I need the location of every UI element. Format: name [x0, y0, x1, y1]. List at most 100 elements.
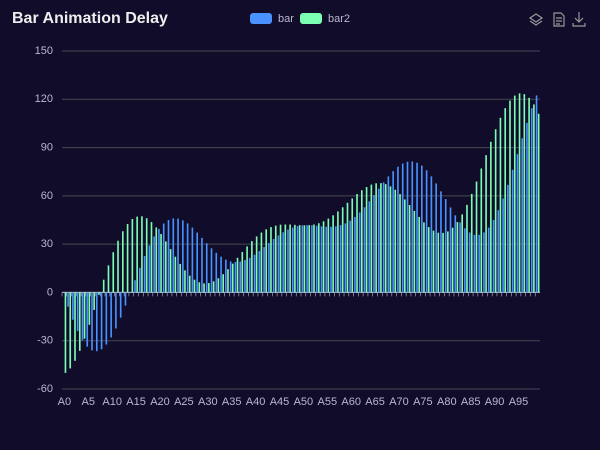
bar [368, 201, 371, 293]
bar [466, 204, 468, 293]
bar [83, 292, 86, 339]
bar [394, 189, 397, 293]
x-tick-label: A30 [198, 396, 218, 408]
bar [389, 186, 392, 293]
bar [134, 280, 136, 293]
bar [334, 226, 337, 293]
chart-title: Bar Animation Delay [12, 10, 168, 27]
bar [306, 225, 308, 293]
bar [105, 292, 108, 345]
bar [509, 100, 511, 293]
bar [303, 225, 306, 293]
bar [126, 224, 129, 293]
bar [139, 267, 141, 293]
bar [504, 108, 507, 293]
bar [413, 210, 416, 293]
x-tick-label: A50 [294, 396, 314, 408]
bar [411, 161, 414, 293]
bar [315, 225, 318, 293]
bar [107, 265, 110, 293]
bar [521, 138, 524, 293]
bar [188, 275, 191, 293]
bar [287, 229, 289, 293]
bar [408, 205, 411, 293]
y-tick-label: -30 [37, 335, 53, 347]
bar [112, 252, 115, 293]
bar [432, 230, 435, 293]
bar [442, 232, 444, 293]
bar [277, 235, 280, 293]
y-tick-label: 0 [47, 286, 53, 298]
bar [490, 141, 492, 293]
bar [203, 283, 205, 293]
bar [208, 283, 210, 293]
bar [356, 194, 358, 293]
bar [456, 222, 459, 293]
y-tick-label: -60 [37, 383, 53, 395]
y-tick-label: 60 [41, 190, 53, 202]
x-tick-label: A5 [82, 396, 95, 408]
bar [217, 278, 220, 293]
bar [344, 223, 347, 293]
bar [124, 292, 127, 306]
y-tick-label: 90 [41, 141, 53, 153]
bar [265, 229, 268, 293]
x-tick-label: A80 [437, 396, 457, 408]
x-tick-label: A40 [246, 396, 266, 408]
bar [241, 252, 244, 293]
save-icon[interactable] [572, 12, 586, 27]
x-tick-label: A85 [461, 396, 481, 408]
bar [535, 95, 538, 293]
bar [91, 292, 93, 351]
bar [513, 95, 516, 293]
bar [380, 183, 382, 293]
bar [141, 216, 143, 293]
x-tick-label: A25 [174, 396, 194, 408]
bar [337, 211, 339, 293]
bar [530, 108, 533, 293]
bar [416, 162, 418, 293]
y-tick-label: 30 [41, 238, 53, 250]
bar [518, 93, 521, 293]
bar [317, 223, 320, 293]
x-tick-label: A35 [222, 396, 242, 408]
bar [468, 232, 471, 293]
x-tick-label: A95 [509, 396, 529, 408]
legend-swatch [250, 13, 272, 24]
bar [76, 292, 79, 332]
data-view-icon[interactable] [528, 13, 544, 26]
bar [110, 292, 112, 338]
bar [196, 232, 198, 293]
bar [158, 229, 160, 293]
bar [258, 251, 261, 293]
bar [418, 216, 420, 293]
legend-label: bar2 [328, 13, 350, 25]
bar [404, 199, 406, 293]
bar [449, 207, 452, 293]
bar [115, 292, 117, 329]
bar [284, 224, 287, 293]
bar [222, 274, 224, 293]
bar [212, 281, 215, 293]
bar [121, 231, 124, 293]
bar [143, 256, 146, 293]
bar [322, 221, 325, 293]
bar [392, 171, 394, 293]
bar [444, 199, 447, 293]
bar [169, 249, 172, 293]
toolbox[interactable] [528, 12, 586, 27]
bar [88, 292, 91, 325]
legend-swatch [300, 13, 322, 24]
bar [177, 218, 179, 293]
bar [227, 269, 229, 293]
bar [382, 182, 385, 293]
x-tick-label: A0 [58, 396, 71, 408]
data-icon[interactable] [553, 12, 565, 27]
bar [131, 219, 134, 293]
bar [523, 94, 526, 293]
bar [349, 220, 351, 293]
bar [289, 224, 291, 293]
x-tick-label: A60 [341, 396, 361, 408]
x-tick-label: A90 [485, 396, 505, 408]
bar [387, 176, 390, 293]
